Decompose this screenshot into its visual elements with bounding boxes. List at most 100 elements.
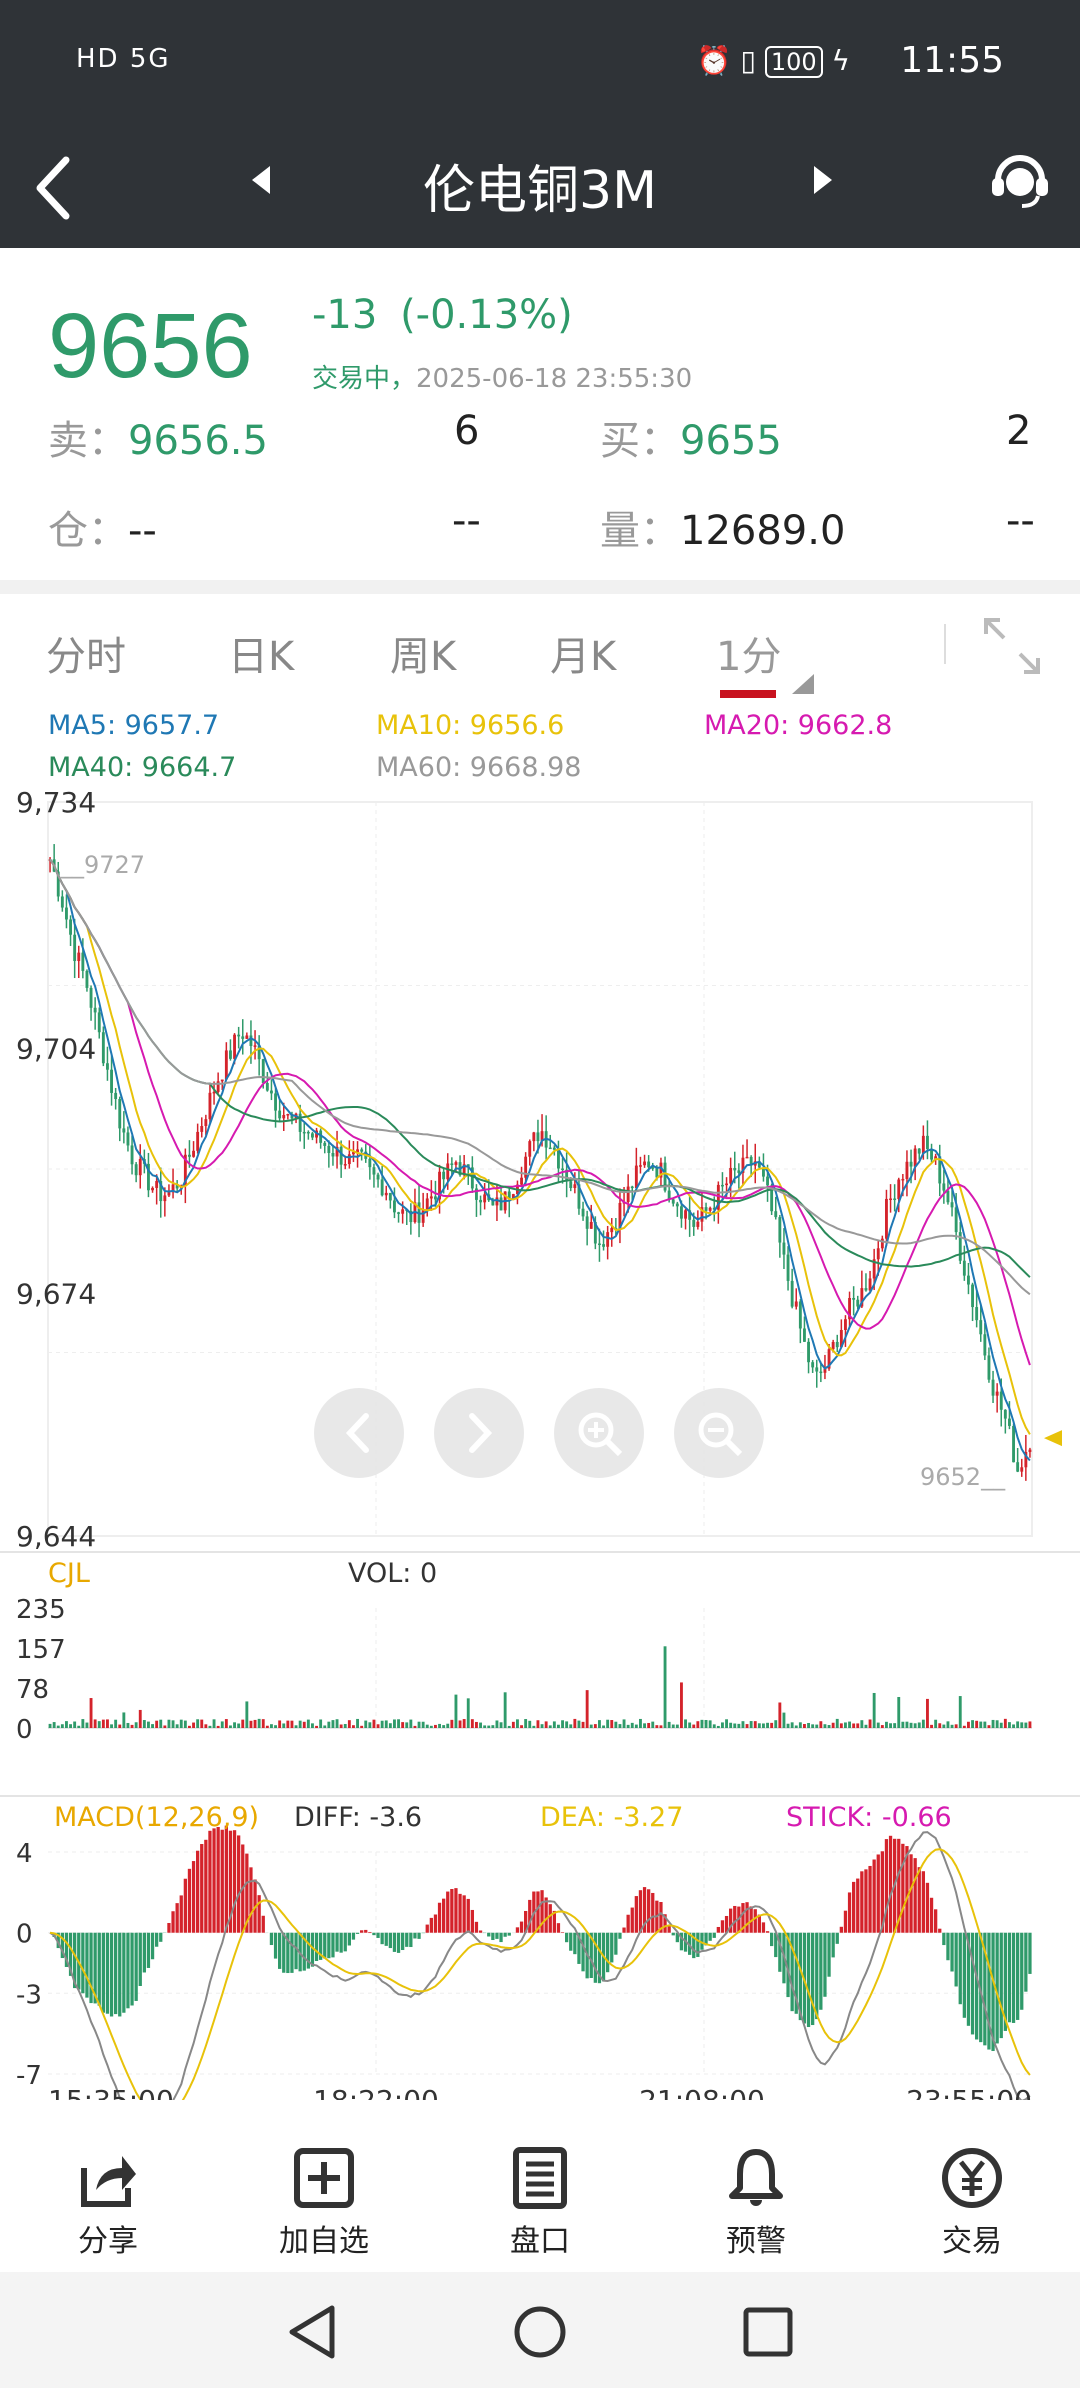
- candle-body: [995, 1391, 999, 1396]
- volume-bar: [712, 1724, 716, 1728]
- macd-stick-bar: [827, 1932, 831, 1977]
- volume-bar: [204, 1724, 208, 1728]
- volume-bar: [343, 1724, 347, 1728]
- system-back-icon[interactable]: [282, 2302, 342, 2362]
- macd-stick-bar: [273, 1932, 278, 1959]
- macd-stick-bar: [167, 1922, 171, 1933]
- volume-bar: [454, 1694, 458, 1728]
- volume-tick-label: 78: [16, 1675, 49, 1705]
- macd-stick-bar: [720, 1920, 725, 1933]
- macd-stick-bar: [954, 1932, 958, 1987]
- volume-bar: [766, 1722, 769, 1728]
- previous-contract-icon[interactable]: [246, 160, 276, 200]
- customer-service-icon[interactable]: [988, 146, 1052, 210]
- candle-body: [106, 1063, 109, 1070]
- time-tick-label: 21:08:00: [639, 2084, 765, 2100]
- candle-body: [499, 1197, 503, 1211]
- next-contract-icon[interactable]: [808, 160, 838, 200]
- volume-bar: [155, 1720, 159, 1728]
- open-interest-value: --: [128, 508, 157, 554]
- volume-bar: [270, 1724, 273, 1728]
- macd-stick-bar: [618, 1932, 622, 1939]
- candle-body: [376, 1174, 380, 1180]
- add-watchlist-button[interactable]: 加自选: [254, 2146, 394, 2260]
- candle-body: [561, 1168, 564, 1171]
- volume-bar: [680, 1682, 683, 1728]
- volume-bar: [384, 1720, 388, 1728]
- macd-stick-bar: [761, 1922, 766, 1933]
- macd-stick-bar: [913, 1858, 917, 1933]
- macd-stick-bar: [733, 1905, 737, 1933]
- macd-stick-bar: [64, 1932, 69, 1967]
- candle-body: [675, 1203, 679, 1207]
- zoom-in-button[interactable]: [554, 1388, 644, 1478]
- page-title: 伦电铜3M: [423, 161, 657, 221]
- candle-body: [610, 1228, 614, 1233]
- volume-bar: [499, 1722, 503, 1728]
- kline-chart[interactable]: 9,734 9,704 9,674 9,644 __9727 9652__ CJL VOL: …: [0, 780, 1080, 2100]
- volume-bar: [897, 1696, 901, 1728]
- volume-bar: [774, 1720, 778, 1728]
- chart-scroll-right-button[interactable]: [434, 1388, 524, 1478]
- volume-bar: [930, 1724, 933, 1728]
- candle-body: [880, 1238, 884, 1249]
- fullscreen-icon[interactable]: [982, 616, 1042, 676]
- tab-daily-k[interactable]: 日K: [228, 634, 295, 680]
- volume-bar: [97, 1721, 101, 1728]
- volume-bar: [220, 1721, 224, 1728]
- macd-stick-bar: [487, 1932, 491, 1937]
- macd-stick-bar: [929, 1897, 934, 1933]
- order-book-button[interactable]: 盘口: [470, 2146, 610, 2260]
- candle-body: [671, 1199, 675, 1204]
- candle-body: [569, 1181, 573, 1189]
- macd-stick-bar: [417, 1932, 421, 1939]
- volume-bar: [589, 1724, 593, 1728]
- macd-stick-bar: [831, 1932, 835, 1958]
- volume-bar: [114, 1719, 118, 1728]
- zoom-out-button[interactable]: [674, 1388, 764, 1478]
- tab-intraday[interactable]: 分时: [46, 634, 126, 680]
- system-recents-icon[interactable]: [738, 2302, 798, 2362]
- candle-body: [839, 1329, 843, 1348]
- macd-stick-bar: [679, 1932, 684, 1951]
- back-arrow-icon[interactable]: [28, 148, 78, 228]
- alert-button[interactable]: 预警: [686, 2146, 826, 2260]
- candle-body: [384, 1192, 388, 1196]
- volume-change: --: [1006, 498, 1035, 544]
- volume-bar: [339, 1724, 343, 1728]
- candle-body: [1003, 1409, 1007, 1419]
- volume-bar: [294, 1725, 298, 1728]
- candle-body: [647, 1161, 651, 1168]
- volume-bar: [831, 1722, 835, 1728]
- volume-bar: [245, 1701, 249, 1728]
- volume-bar: [659, 1725, 663, 1728]
- tab-monthly-k[interactable]: 月K: [550, 634, 617, 680]
- volume-bar: [192, 1722, 195, 1728]
- period-dropdown-icon[interactable]: [792, 674, 814, 694]
- volume-bar: [122, 1712, 126, 1728]
- volume-bar: [696, 1721, 700, 1728]
- candle-body: [85, 970, 89, 988]
- candle-body: [897, 1179, 901, 1200]
- chart-scroll-left-button[interactable]: [314, 1388, 404, 1478]
- trade-button[interactable]: 交易: [902, 2146, 1042, 2260]
- tab-weekly-k[interactable]: 周K: [390, 634, 457, 680]
- candle-body: [126, 1132, 130, 1146]
- macd-stick-bar: [610, 1932, 614, 1963]
- volume-bar: [130, 1724, 134, 1728]
- volume-bar: [516, 1719, 519, 1728]
- system-home-icon[interactable]: [510, 2302, 570, 2362]
- macd-stick-bar: [478, 1930, 483, 1933]
- candle-body: [733, 1167, 737, 1171]
- volume-bar: [126, 1722, 130, 1728]
- zoom-out-icon: [698, 1412, 743, 1457]
- share-button[interactable]: 分享: [38, 2146, 178, 2260]
- candle-body: [1016, 1462, 1020, 1472]
- candle-body: [856, 1299, 860, 1307]
- volume-bar: [151, 1724, 154, 1728]
- candle-body: [69, 919, 72, 935]
- candle-body: [860, 1288, 864, 1307]
- tab-1min[interactable]: 1分: [716, 634, 782, 680]
- volume-bar: [352, 1725, 355, 1728]
- candle-body: [188, 1154, 191, 1157]
